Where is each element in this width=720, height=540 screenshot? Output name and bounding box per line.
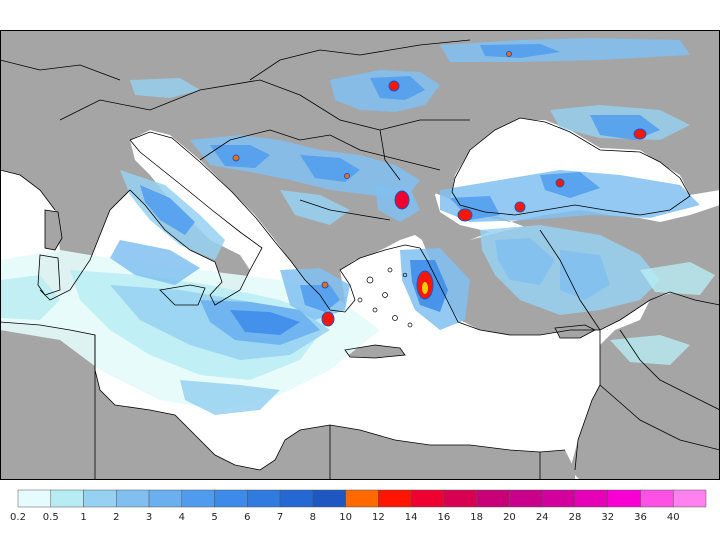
legend-box (509, 489, 543, 508)
legend-box (345, 489, 379, 508)
legend-label: 40 (667, 512, 680, 523)
legend-box (443, 489, 477, 508)
legend-box (476, 489, 510, 508)
coastlines-borders (0, 39, 720, 480)
legend-box (541, 489, 576, 508)
legend-label: 28 (569, 512, 582, 523)
legend-box (50, 489, 84, 508)
legend-box (17, 489, 52, 508)
top-margin (0, 0, 720, 30)
legend-label: 14 (405, 512, 418, 523)
legend-box (214, 489, 248, 508)
legend-label: 10 (339, 512, 352, 523)
legend-box (279, 489, 314, 508)
legend-box (672, 489, 707, 508)
legend-box (148, 489, 183, 508)
intense-cells (232, 51, 647, 327)
legend-label: 7 (277, 512, 283, 523)
legend-label: 2 (113, 512, 119, 523)
legend-box (607, 489, 641, 508)
legend-label: 3 (146, 512, 152, 523)
legend-labels: 0.2 0.5 1 2 3 4 5 6 7 8 10 12 14 16 18 20 24 28 32 36 40 (10, 512, 680, 523)
legend-label: 0.5 (43, 512, 59, 523)
legend-box (83, 489, 117, 508)
legend-label: 16 (438, 512, 451, 523)
legend-label: 24 (536, 512, 549, 523)
legend-label: 5 (211, 512, 217, 523)
legend-box (312, 489, 346, 508)
legend-box (247, 489, 281, 508)
precipitation-field (0, 38, 715, 415)
color-legend: 0.2 0.5 1 2 3 4 5 6 7 8 10 12 14 16 18 20 24 28 32 36 40 (10, 489, 707, 523)
legend-label: 18 (470, 512, 483, 523)
legend-label: 12 (372, 512, 385, 523)
legend-label: 20 (503, 512, 516, 523)
legend-label: 4 (179, 512, 185, 523)
legend-label: 0.2 (10, 512, 26, 523)
legend-box (116, 489, 150, 508)
legend-label: 1 (80, 512, 86, 523)
legend-label: 32 (601, 512, 614, 523)
legend-box (640, 489, 674, 508)
legend-label: 8 (310, 512, 316, 523)
legend-color-boxes (17, 489, 707, 508)
legend-box (410, 489, 445, 508)
legend-box (181, 489, 215, 508)
adriatic-sea (130, 132, 275, 248)
legend-box (378, 489, 412, 508)
legend-label: 36 (634, 512, 647, 523)
precipitation-map (0, 0, 720, 480)
aegean-islands (357, 267, 413, 328)
legend-box (574, 489, 608, 508)
legend-label: 6 (244, 512, 250, 523)
